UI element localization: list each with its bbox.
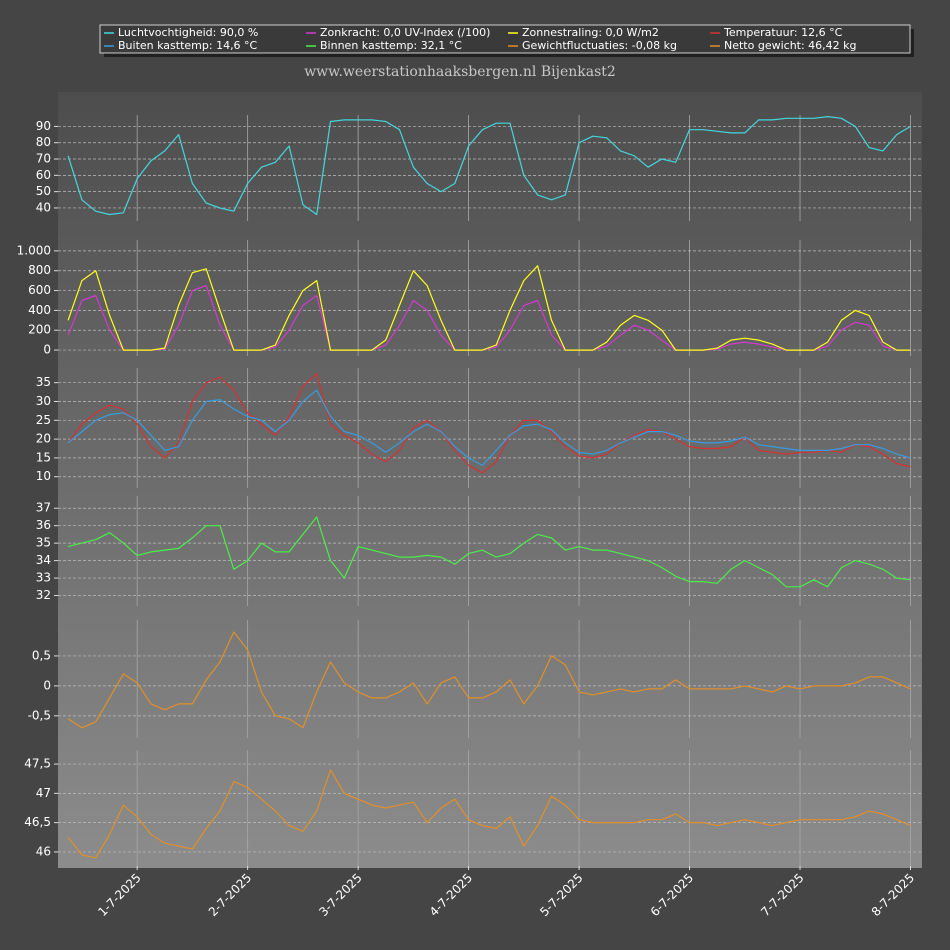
y-tick-label: 37: [36, 501, 51, 515]
y-tick-label: 36: [36, 518, 51, 532]
y-tick-label: 33: [36, 571, 51, 585]
legend-label: Zonkracht: 0,0 UV-Index (/100): [320, 26, 490, 39]
y-tick-label: 0: [43, 343, 51, 357]
series-line: [67, 372, 911, 474]
legend-box: [99, 24, 911, 54]
series-line: [67, 265, 911, 351]
y-tick-label: 200: [28, 323, 51, 337]
y-tick-label: 0: [43, 678, 51, 692]
y-tick-label: 20: [36, 432, 51, 446]
series-line: [67, 769, 911, 859]
y-tick-label: 15: [36, 450, 51, 464]
legend-label: Temperatuur: 12,6 °C: [723, 26, 843, 39]
y-tick-label: 60: [36, 168, 51, 182]
y-tick-label: 400: [28, 303, 51, 317]
series-line: [67, 389, 911, 466]
plot-area: [58, 92, 922, 868]
y-tick-label: 800: [28, 263, 51, 277]
legend-label: Gewichtfluctuaties: -0,08 kg: [522, 39, 677, 52]
y-tick-label: 0,5: [32, 648, 51, 662]
y-tick-label: 1.000: [17, 243, 51, 257]
y-tick-label: 10: [36, 469, 51, 483]
y-tick-label: 30: [36, 394, 51, 408]
y-tick-label: 46: [36, 844, 51, 858]
y-tick-label: 47: [36, 786, 51, 800]
y-tick-label: 50: [36, 184, 51, 198]
legend-label: Buiten kasttemp: 14,6 °C: [118, 39, 258, 52]
y-tick-label: 35: [36, 375, 51, 389]
y-tick-label: 32: [36, 588, 51, 602]
y-tick-label: 34: [36, 553, 51, 567]
y-tick-label: 40: [36, 200, 51, 214]
y-tick-label: 46,5: [24, 815, 51, 829]
y-tick-label: 70: [36, 152, 51, 166]
y-tick-label: -0,5: [28, 708, 51, 722]
legend-label: Zonnestraling: 0,0 W/m2: [522, 26, 659, 39]
series-line: [67, 116, 911, 216]
y-tick-label: 80: [36, 135, 51, 149]
series-line: [67, 631, 911, 729]
subtitle: www.weerstationhaaksbergen.nl Bijenkast2: [304, 64, 616, 80]
legend-label: Netto gewicht: 46,42 kg: [724, 39, 857, 52]
series-line: [67, 516, 911, 588]
legend-label: Binnen kasttemp: 32,1 °C: [320, 39, 462, 52]
y-tick-label: 47,5: [24, 757, 51, 771]
legend-label: Luchtvochtigheid: 90,0 %: [118, 26, 258, 39]
y-tick-label: 90: [36, 119, 51, 133]
y-tick-label: 35: [36, 536, 51, 550]
y-tick-label: 600: [28, 283, 51, 297]
y-tick-label: 25: [36, 413, 51, 427]
series-line: [67, 285, 911, 351]
